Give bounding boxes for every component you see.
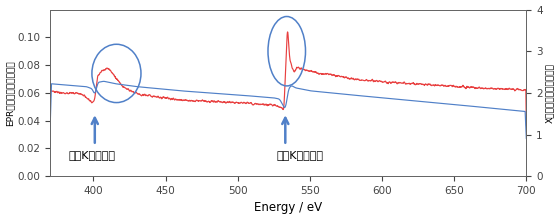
Y-axis label: EPR信号強度（相対値）: EPR信号強度（相対値）	[6, 60, 15, 126]
Text: 酸素K殻吸収端: 酸素K殻吸収端	[277, 150, 324, 160]
X-axis label: Energy / eV: Energy / eV	[254, 202, 322, 214]
Text: 窒素K殻吸収端: 窒素K殻吸収端	[69, 150, 116, 160]
Y-axis label: X線吸収強度（相対値）: X線吸収強度（相対値）	[545, 63, 554, 123]
